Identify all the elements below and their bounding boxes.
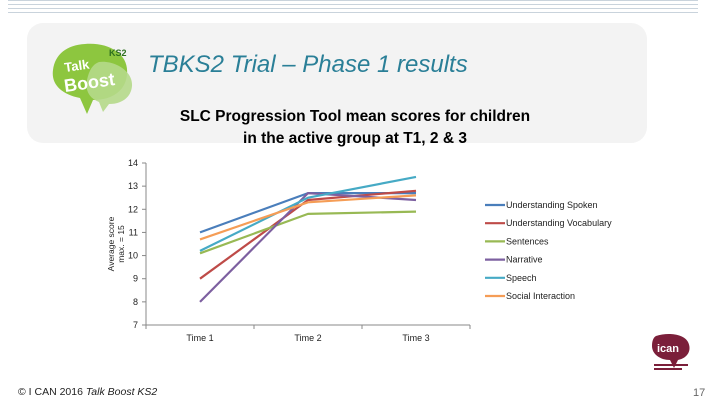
chart-legend: Understanding Spoken Understanding Vocabu… — [485, 200, 612, 301]
legend-label: Social Interaction — [506, 291, 575, 301]
series-line-5 — [199, 175, 417, 252]
x-tick-label: Time 2 — [294, 333, 321, 343]
legend-label: Understanding Vocabulary — [506, 218, 612, 228]
series-line-2 — [199, 189, 417, 280]
footer-copyright: © I CAN 2016 Talk Boost KS2 — [18, 386, 157, 398]
page-number: 17 — [693, 387, 706, 399]
slide-title: TBKS2 Trial – Phase 1 results — [148, 51, 468, 78]
svg-text:ican: ican — [657, 343, 679, 355]
y-tick-label: 14 — [128, 158, 138, 168]
legend-label: Sentences — [506, 236, 549, 246]
x-tick-label: Time 1 — [186, 333, 213, 343]
chart-title-line-1: SLC Progression Tool mean scores for chi… — [179, 108, 531, 125]
svg-text:Talk: Talk — [63, 57, 91, 75]
y-tick-label: 8 — [133, 297, 138, 307]
legend-label: Speech — [506, 273, 537, 283]
legend-label: Narrative — [506, 255, 543, 265]
y-axis-label: Average score max. = 15 — [106, 216, 126, 271]
y-tick-label: 11 — [129, 227, 138, 237]
y-tick-label: 10 — [128, 251, 138, 261]
y-tick-label: 7 — [133, 320, 138, 330]
chart-title: SLC Progression Tool mean scores for chi… — [150, 106, 560, 150]
y-axis-label-line-1: Average score — [106, 216, 116, 271]
y-tick-label: 12 — [128, 204, 138, 214]
y-axis-label-line-2: max. = 15 — [116, 225, 126, 263]
series-line-6 — [199, 194, 417, 241]
series-line-4 — [199, 192, 417, 303]
svg-text:KS2: KS2 — [109, 48, 127, 58]
chart-title-line-2: in the active group at T1, 2 & 3 — [243, 130, 467, 147]
ican-logo: ican — [652, 334, 690, 370]
legend-label: Understanding Spoken — [506, 200, 598, 210]
footer-prefix: © I CAN 2016 — [18, 386, 86, 398]
x-tick-label: Time 3 — [402, 333, 429, 343]
chart-axes: 7 8 9 10 11 12 13 14 Time 1 Time 2 Time 3 — [128, 158, 471, 343]
series-line-3 — [199, 210, 417, 255]
y-tick-label: 9 — [133, 274, 138, 284]
footer-italic: Talk Boost KS2 — [85, 386, 158, 398]
chart-series — [199, 175, 417, 303]
y-tick-label: 13 — [128, 181, 138, 191]
talk-boost-logo: Talk Boost KS2 — [52, 43, 133, 114]
